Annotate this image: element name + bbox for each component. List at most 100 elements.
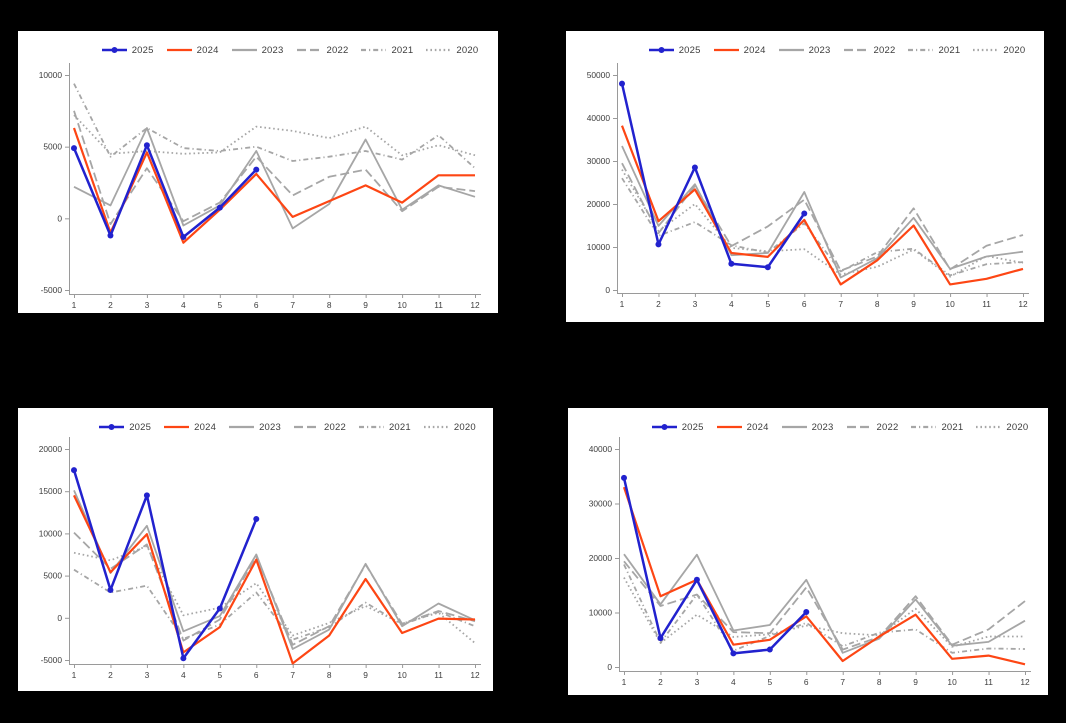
- y-tick-label: 5000: [43, 571, 62, 581]
- marker-2025-m6: [253, 166, 260, 173]
- series-line-2023: [623, 553, 1026, 654]
- x-tick-label: 8: [327, 670, 332, 680]
- series-line-2025: [620, 83, 806, 269]
- x-tick-label: 3: [145, 300, 150, 310]
- marker-2025-m2: [107, 232, 114, 239]
- marker-2025-m6: [803, 608, 810, 615]
- y-tick-label: 10000: [39, 528, 63, 538]
- marker-2025-m4: [728, 260, 735, 267]
- marker-2025-m1: [621, 474, 627, 481]
- x-tick-label: 5: [217, 300, 222, 310]
- y-tick-label: 0: [607, 662, 612, 672]
- x-tick-label: 1: [72, 670, 77, 680]
- marker-2025-m4: [180, 655, 187, 662]
- series-line-2024: [620, 125, 1024, 286]
- marker-2025-m6: [801, 210, 808, 217]
- x-tick-label: 12: [470, 300, 480, 310]
- x-tick-label: 1: [72, 300, 77, 310]
- y-tick-label: 5000: [43, 142, 62, 152]
- chart-panel-bottom-right: 2025 2024 2023 2022 2021 2020 0 10000 20000 3000…: [568, 408, 1048, 695]
- marker-2025-m2: [657, 635, 664, 642]
- series-line-2020: [621, 169, 1024, 278]
- x-tick-label: 6: [802, 299, 807, 309]
- x-tick-label: 5: [767, 677, 772, 687]
- x-tick-label: 9: [363, 670, 368, 680]
- y-tick-label: 30000: [587, 156, 611, 166]
- x-tick-label: 8: [877, 677, 882, 687]
- x-tick-label: 7: [290, 300, 295, 310]
- chart-panel-top-right: 2025 2024 2023 2022 2021 2020 0 10000 20000 3000…: [566, 31, 1044, 322]
- marker-2025-m1: [619, 80, 625, 87]
- y-tick-label: 20000: [39, 444, 63, 454]
- x-tick-label: 3: [695, 677, 700, 687]
- x-tick-label: 6: [804, 677, 809, 687]
- x-tick-label: 4: [181, 670, 186, 680]
- marker-2025-m1: [71, 145, 77, 152]
- chart-panel-top-left: 2025 2024 2023 2022 2021 2020 -5000 0 5000 10000…: [18, 31, 498, 313]
- x-tick-label: 4: [181, 300, 186, 310]
- series-line-2020: [623, 577, 1025, 648]
- x-tick-label: 9: [911, 299, 916, 309]
- x-tick-label: 11: [434, 300, 443, 310]
- x-tick-label: 5: [217, 670, 222, 680]
- series-line-2023: [73, 490, 476, 650]
- series-line-2024: [72, 127, 475, 244]
- series-line-2025: [72, 143, 258, 239]
- y-tick-label: -5000: [41, 655, 63, 665]
- marker-2025-m3: [693, 576, 700, 583]
- chart-panel-bottom-left: 2025 2024 2023 2022 2021 2020 -5000 0 5000 10000…: [18, 408, 493, 691]
- x-tick-label: 8: [327, 300, 332, 310]
- x-tick-label: 4: [729, 299, 734, 309]
- x-tick-label: 11: [982, 299, 991, 309]
- x-tick-label: 2: [656, 299, 661, 309]
- x-tick-label: 10: [397, 300, 407, 310]
- marker-2025-m3: [143, 492, 150, 499]
- x-tick-label: 7: [838, 299, 843, 309]
- marker-2025-m3: [691, 164, 698, 171]
- y-tick-label: 0: [57, 613, 62, 623]
- x-tick-label: 2: [108, 670, 113, 680]
- marker-2025-m1: [71, 467, 77, 474]
- x-tick-label: 3: [693, 299, 698, 309]
- marker-2025-m5: [216, 204, 223, 211]
- series-line-2024: [622, 486, 1026, 666]
- y-tick-label: 10000: [587, 242, 611, 252]
- series-line-2020: [73, 114, 476, 157]
- y-tick-label: 20000: [589, 553, 613, 563]
- y-tick-label: 0: [57, 213, 62, 223]
- y-tick-label: 50000: [587, 70, 611, 80]
- y-tick-label: 0: [605, 285, 610, 295]
- x-tick-label: 3: [145, 670, 150, 680]
- y-tick-label: -5000: [41, 285, 63, 295]
- marker-2025-m4: [180, 233, 187, 240]
- x-tick-label: 9: [913, 677, 918, 687]
- series-line-2022: [73, 110, 476, 225]
- y-tick-label: 20000: [587, 199, 611, 209]
- marker-2025-m5: [764, 264, 771, 271]
- marker-2025-m5: [766, 646, 773, 653]
- x-tick-label: 2: [658, 677, 663, 687]
- x-tick-label: 12: [1020, 677, 1030, 687]
- y-tick-label: 40000: [589, 444, 613, 454]
- x-tick-label: 9: [363, 300, 368, 310]
- marker-2025-m2: [107, 586, 114, 593]
- series-line-2021: [623, 564, 1026, 654]
- series-line-2023: [73, 127, 476, 230]
- y-tick-label: 40000: [587, 113, 611, 123]
- marker-2025-m4: [730, 650, 737, 657]
- x-tick-label: 11: [434, 670, 443, 680]
- x-tick-label: 10: [945, 299, 955, 309]
- y-tick-label: 30000: [589, 499, 613, 509]
- x-tick-label: 11: [984, 677, 993, 687]
- x-tick-label: 6: [254, 670, 259, 680]
- series-line-2022: [623, 560, 1026, 651]
- y-tick-label: 10000: [589, 608, 613, 618]
- x-tick-label: 10: [947, 677, 957, 687]
- x-tick-label: 2: [108, 300, 113, 310]
- series-line-2025: [622, 477, 808, 655]
- x-tick-label: 1: [620, 299, 625, 309]
